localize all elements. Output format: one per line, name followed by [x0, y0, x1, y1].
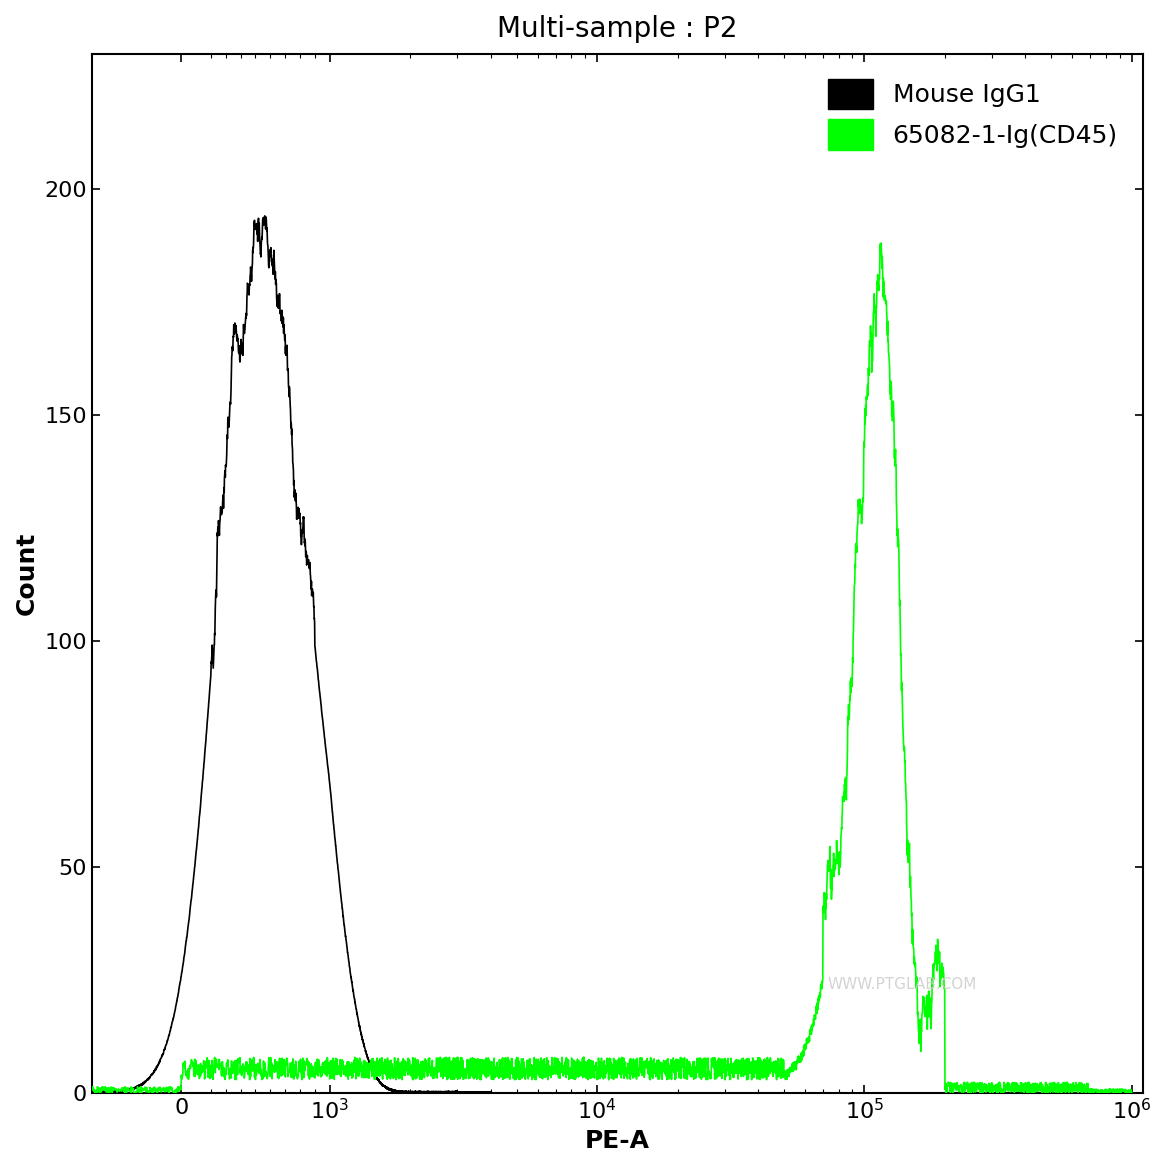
Text: WWW.PTGLAB.COM: WWW.PTGLAB.COM [828, 978, 976, 993]
Legend: Mouse IgG1, 65082-1-Ig(CD45): Mouse IgG1, 65082-1-Ig(CD45) [815, 67, 1131, 162]
Title: Multi-sample : P2: Multi-sample : P2 [498, 15, 738, 43]
Y-axis label: Count: Count [15, 531, 39, 616]
X-axis label: PE-A: PE-A [585, 1129, 649, 1153]
